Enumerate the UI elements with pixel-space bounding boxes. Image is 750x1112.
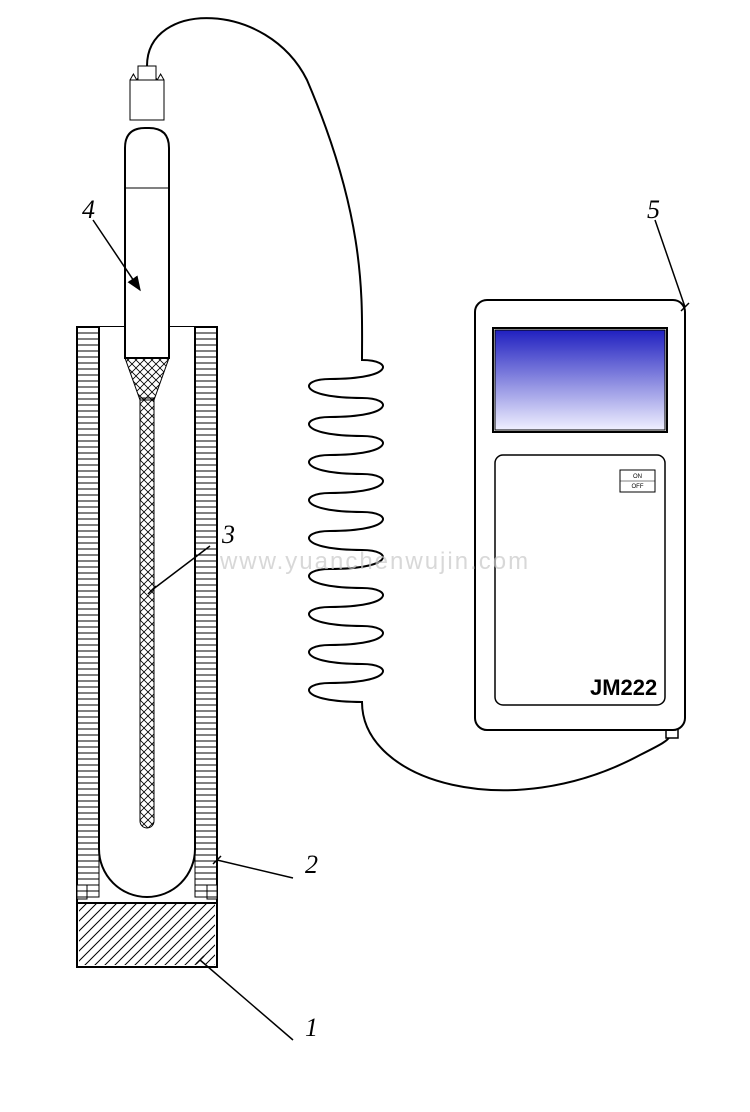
svg-text:4: 4 (82, 195, 95, 224)
svg-text:OFF: OFF (632, 484, 644, 490)
svg-text:ON: ON (633, 474, 642, 480)
svg-text:5: 5 (647, 195, 660, 224)
svg-text:1: 1 (305, 1013, 318, 1042)
svg-text:2: 2 (305, 850, 318, 879)
svg-text:3: 3 (221, 520, 235, 549)
svg-text:JM222: JM222 (590, 675, 657, 700)
